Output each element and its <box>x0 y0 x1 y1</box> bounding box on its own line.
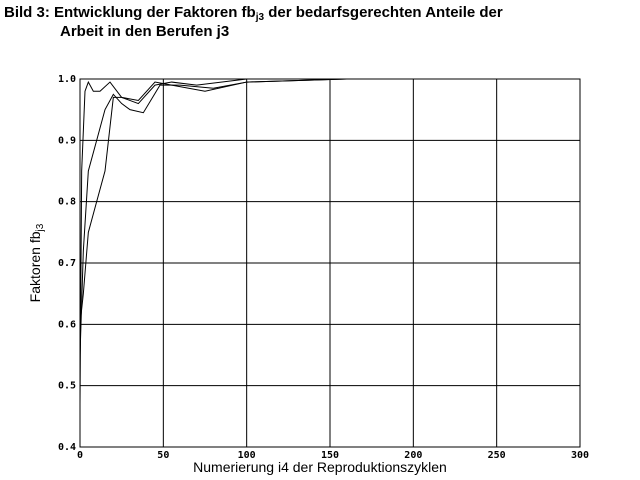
x-tick-label: 250 <box>488 450 506 461</box>
line-series <box>79 78 347 356</box>
y-axis-label: Faktoren fbj3 <box>27 223 46 302</box>
y-tick-label: 0.9 <box>58 135 76 146</box>
y-tick-label: 0.6 <box>58 319 76 330</box>
y-tick-label: 0.7 <box>58 258 76 269</box>
x-tick-label: 50 <box>157 450 169 461</box>
y-tick-label: 0.4 <box>58 442 76 453</box>
y-tick-label: 1.0 <box>58 74 76 85</box>
x-tick-label: 100 <box>238 450 256 461</box>
x-tick-label: 200 <box>404 450 422 461</box>
line-series <box>79 78 347 405</box>
y-tick-label: 0.8 <box>58 197 76 208</box>
line-series <box>79 78 347 325</box>
y-tick-label: 0.5 <box>58 381 76 392</box>
x-axis-label: Numerierung i4 der Reproduktionszyklen <box>193 459 447 475</box>
x-tick-label: 150 <box>321 450 339 461</box>
chart-title: Bild 3: Entwicklung der Faktoren fbj3 de… <box>4 4 503 40</box>
x-tick-label: 300 <box>571 450 589 461</box>
x-tick-label: 0 <box>77 450 83 461</box>
